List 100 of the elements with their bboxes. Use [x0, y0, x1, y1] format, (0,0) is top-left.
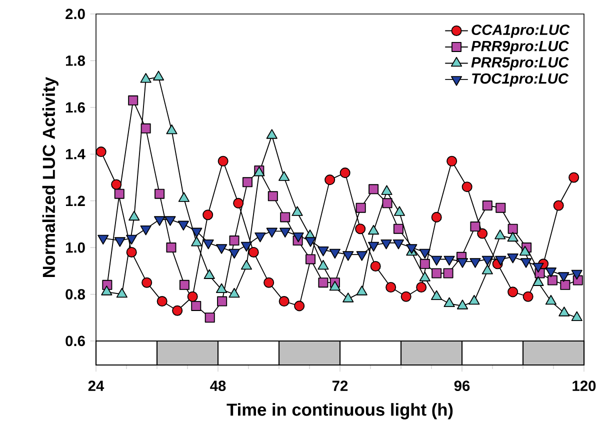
point	[156, 296, 168, 307]
point	[292, 206, 303, 216]
point	[166, 242, 176, 253]
point	[229, 236, 240, 246]
point	[318, 278, 328, 288]
point	[204, 269, 215, 279]
point	[111, 179, 122, 190]
point	[522, 291, 534, 302]
point	[116, 288, 128, 298]
point	[240, 260, 252, 270]
point	[306, 254, 316, 264]
point	[386, 282, 396, 293]
point	[431, 212, 442, 222]
point	[482, 200, 492, 211]
x-axis-title: Time in continuous light (h)	[226, 403, 453, 420]
y-tick-label: 0.8	[66, 289, 86, 300]
point	[456, 300, 468, 310]
point	[218, 156, 228, 166]
legend-label: TOC1pro:LUC	[472, 73, 569, 87]
point	[329, 280, 340, 291]
point	[216, 283, 228, 294]
point	[416, 282, 427, 293]
point	[140, 73, 152, 83]
point	[191, 300, 202, 311]
point	[242, 177, 252, 188]
point	[140, 123, 151, 134]
point	[508, 224, 518, 234]
point	[462, 182, 472, 192]
point	[96, 146, 106, 158]
point	[519, 246, 531, 256]
point	[393, 224, 404, 234]
point	[266, 129, 278, 139]
point	[172, 305, 183, 316]
y-tick-label: 1.4	[66, 149, 86, 160]
point	[400, 291, 412, 302]
point	[545, 294, 556, 305]
point	[340, 168, 350, 178]
point	[382, 198, 392, 208]
point	[187, 291, 198, 302]
point	[126, 246, 137, 258]
point	[202, 210, 214, 220]
point	[381, 185, 392, 195]
x-tick-label: 48	[210, 380, 226, 392]
point	[217, 296, 228, 306]
point	[370, 260, 381, 272]
legend-label: PRR5pro:LUC	[471, 57, 569, 70]
point	[496, 202, 506, 213]
point	[508, 286, 518, 298]
x-tick-label: 72	[332, 380, 348, 391]
point	[443, 268, 454, 278]
legend-label: PRR9pro:LUC	[471, 40, 569, 54]
x-tick-label: 24	[88, 380, 104, 391]
point	[494, 230, 506, 240]
point	[431, 290, 442, 300]
point	[294, 300, 305, 312]
point	[101, 286, 112, 296]
x-tick-label: 120	[572, 380, 596, 392]
point	[142, 277, 152, 288]
point	[568, 172, 580, 183]
point	[468, 294, 480, 305]
point	[128, 210, 140, 221]
point	[432, 268, 442, 278]
point	[560, 280, 570, 290]
point	[179, 280, 190, 290]
point	[547, 275, 558, 286]
point	[356, 202, 366, 213]
point	[571, 311, 582, 322]
point	[191, 236, 202, 246]
point	[482, 264, 493, 274]
point	[446, 156, 458, 166]
point	[114, 188, 124, 199]
y-tick-label: 2.0	[66, 8, 85, 20]
point	[324, 174, 336, 186]
y-tick-label: 1.2	[66, 196, 85, 206]
legend-label: CCA1pro:LUC	[472, 24, 570, 38]
point	[470, 222, 480, 232]
y-tick-label: 1.0	[66, 242, 85, 253]
point	[477, 228, 488, 239]
point	[233, 198, 244, 208]
point	[268, 191, 278, 202]
point	[278, 171, 290, 181]
point	[419, 272, 430, 282]
point	[264, 277, 274, 288]
point	[553, 200, 564, 211]
y-tick-label: 1.6	[66, 102, 85, 113]
point	[248, 246, 259, 258]
y-tick-label: 1.8	[66, 56, 86, 66]
point	[204, 312, 215, 323]
point	[444, 297, 455, 308]
point	[318, 260, 329, 270]
y-axis-title: Normalized LUC Activity	[42, 76, 58, 277]
point	[152, 70, 164, 80]
y-tick-label: 0.6	[66, 336, 85, 346]
point	[280, 212, 290, 222]
point	[166, 124, 178, 134]
point	[178, 192, 190, 202]
point	[507, 232, 518, 242]
point	[420, 258, 430, 269]
point	[128, 95, 138, 106]
point	[342, 292, 354, 302]
